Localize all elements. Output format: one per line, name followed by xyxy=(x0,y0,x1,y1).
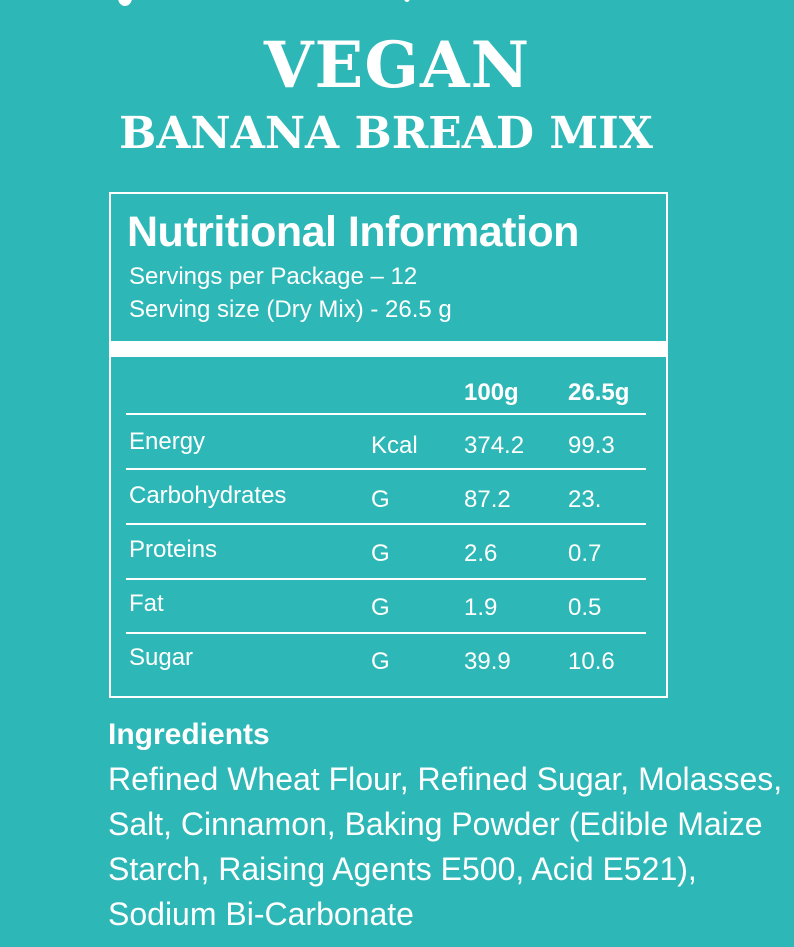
nutrient-name: Fat xyxy=(129,590,164,617)
nutrient-value-per-serving: 10.6 xyxy=(568,648,615,675)
nutrient-value-per-serving: 99.3 xyxy=(568,432,615,459)
nutrient-name: Energy xyxy=(129,428,206,455)
panel-divider-bar xyxy=(111,341,666,357)
nutrient-value-100g: 1.9 xyxy=(464,594,498,621)
table-row-rule xyxy=(126,632,646,634)
nutrient-unit: G xyxy=(371,540,390,567)
nutrient-name: Sugar xyxy=(129,644,194,671)
product-subtitle: BANANA BREAD MIX xyxy=(119,108,653,159)
top-decoration-mark xyxy=(404,0,410,2)
nutrient-value-per-serving: 23. xyxy=(568,486,602,513)
nutrient-value-100g: 87.2 xyxy=(464,486,511,513)
nutrient-value-per-serving: 0.5 xyxy=(568,594,602,621)
nutrient-unit: Kcal xyxy=(371,432,418,459)
nutrient-value-per-serving: 0.7 xyxy=(568,540,602,567)
table-header-rule xyxy=(126,413,646,415)
nutrient-name: Proteins xyxy=(129,536,218,563)
nutrition-heading: Nutritional Information xyxy=(127,208,579,256)
top-decoration xyxy=(118,0,132,6)
servings-per-package: Servings per Package – 12 xyxy=(129,263,418,290)
product-title: VEGAN xyxy=(263,28,531,103)
nutrient-name: Carbohydrates xyxy=(129,482,287,509)
ingredients-list: Refined Wheat Flour, Refined Sugar, Mola… xyxy=(108,761,783,932)
nutrient-value-100g: 2.6 xyxy=(464,540,498,567)
nutrient-unit: G xyxy=(371,594,390,621)
serving-size: Serving size (Dry Mix) - 26.5 g xyxy=(129,296,452,323)
ingredients-heading: Ingredients xyxy=(108,718,270,751)
nutrient-unit: G xyxy=(371,648,390,675)
nutrient-value-100g: 39.9 xyxy=(464,648,511,675)
table-row-rule xyxy=(126,468,646,470)
nutrient-value-100g: 374.2 xyxy=(464,432,525,459)
nutrient-unit: G xyxy=(371,486,390,513)
column-header-100g: 100g xyxy=(464,379,519,406)
column-header-per-serving: 26.5g xyxy=(568,379,630,406)
table-row-rule xyxy=(126,578,646,580)
nutrition-panel: Nutritional Information Servings per Pac… xyxy=(109,192,668,698)
table-row-rule xyxy=(126,523,646,525)
